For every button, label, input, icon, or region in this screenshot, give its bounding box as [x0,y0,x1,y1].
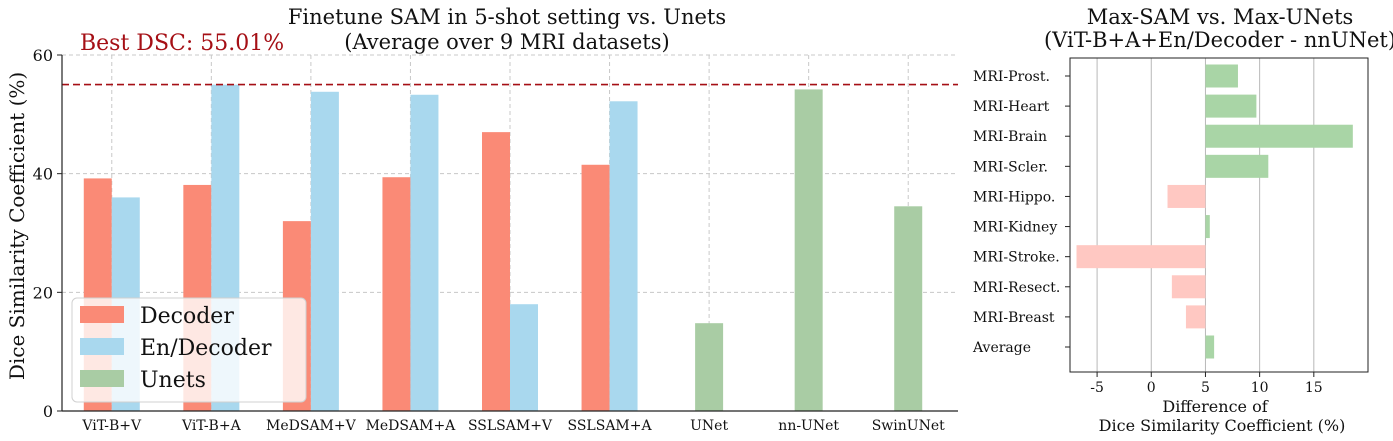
bar-mriprost [1205,64,1238,88]
bar-mristroke [1076,245,1206,269]
bar-mriscler [1205,154,1269,178]
right-chart-subtitle: (ViT-B+A+En/Decoder - nnUNet) [1044,28,1393,52]
legend-swatch-decoder [80,306,124,323]
x-tick-label: ViT-B+V [81,418,142,434]
legend-label-unets: Unets [140,368,206,393]
x-tick-label: -5 [1090,380,1104,396]
bar-unets-nnunet [794,89,823,411]
right-x-axis-label: Difference of [1162,397,1268,416]
x-tick-label: 0 [1147,380,1156,396]
bar-endecoder-sslsama [609,101,638,411]
x-tick-label: UNet [690,418,728,434]
legend-label-decoder: Decoder [140,304,234,329]
bar-mribreast [1185,305,1206,329]
left-y-axis-label: Dice Similarity Coefficient (%) [5,72,29,380]
x-tick-label: ViT-B+A [181,418,242,434]
bar-endecoder-medsama [410,94,439,412]
legend-box [71,297,307,403]
right-chart-title: Max-SAM vs. Max-UNets [1087,5,1354,29]
y-tick-label: MRI-Stroke. [973,250,1060,266]
left-axes: 0 20 40 60 ViT-B+V ViT-B+A MeDSAM+V MeDSAM+A SSL… [33,31,958,434]
y-tick-label: MRI-Scler. [973,159,1048,175]
right-bars [1076,64,1353,359]
bar-endecoder-medsamv [310,91,339,411]
legend: Decoder En/Decoder Unets [71,297,307,403]
bar-decoder-sslsama [581,164,610,411]
bar-mriheart [1205,94,1257,118]
bar-mriresect [1171,275,1206,299]
x-tick-label: SSLSAM+A [568,418,653,434]
y-tick-label: MRI-Kidney [973,220,1057,236]
bar-mrikidney [1205,215,1210,239]
x-tick-label: SSLSAM+V [468,418,553,434]
bar-unets-swinunet [894,206,923,411]
x-tick-label: SwinUNet [872,418,945,434]
bar-mrihippo [1167,184,1206,208]
x-tick-label: 5 [1201,380,1210,396]
legend-swatch-endecoder [80,338,124,355]
y-tick-label: MRI-Prost. [973,69,1050,85]
right-axes: -5 0 5 10 15 MRI-Prost. MRI-Heart MRI-Brain MRI-… [972,57,1369,396]
x-tick-label: MeDSAM+A [366,418,457,434]
left-chart-title: Finetune SAM in 5-shot setting vs. Unets [288,5,726,29]
y-tick-label: MRI-Hippo. [973,189,1055,205]
bar-unets-unet [695,323,724,411]
y-tick-label: MRI-Breast [973,310,1055,326]
y-tick-label: 20 [33,283,53,302]
bar-decoder-medsama [382,177,411,411]
left-chart-subtitle: (Average over 9 MRI datasets) [344,30,669,54]
best-dsc-label: Best DSC: 55.01% [80,31,284,56]
bar-mribrain [1205,124,1353,148]
right-plot-frame [1069,57,1369,373]
y-tick-label: MRI-Resect. [973,280,1060,296]
right-x-axis-label-line2: Dice Similarity Coefficient (%) [1099,416,1346,435]
bar-average [1205,335,1215,359]
x-tick-label: MeDSAM+V [266,418,357,434]
y-tick-label: 60 [33,46,53,65]
y-tick-label: 40 [33,165,53,184]
x-tick-label: 15 [1305,380,1323,396]
bar-endecoder-sslsamv [510,304,538,411]
legend-swatch-unets [80,370,124,387]
legend-label-endecoder: En/Decoder [140,336,272,361]
x-tick-label: nn-UNet [778,418,839,434]
y-tick-label: 0 [43,402,53,421]
y-tick-label: Average [972,340,1031,356]
bar-decoder-sslsamv [482,132,510,411]
y-tick-label: MRI-Brain [973,129,1047,145]
x-tick-label: 10 [1251,380,1269,396]
y-tick-label: MRI-Heart [973,99,1050,115]
